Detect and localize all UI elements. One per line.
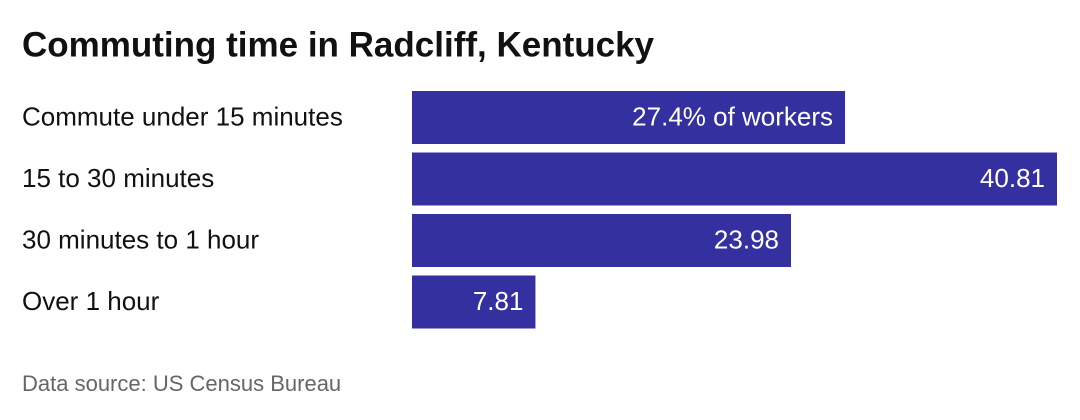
category-label: Commute under 15 minutes — [22, 101, 343, 131]
category-label: 30 minutes to 1 hour — [22, 224, 259, 254]
value-label: 23.98 — [714, 224, 779, 254]
chart-title: Commuting time in Radcliff, Kentucky — [22, 25, 655, 64]
bar — [412, 152, 1057, 206]
value-label: 27.4% of workers — [632, 101, 833, 131]
value-label: 40.81 — [980, 163, 1045, 193]
source-note: Data source: US Census Bureau — [22, 371, 341, 396]
category-label: Over 1 hour — [22, 286, 160, 316]
bar — [412, 91, 846, 144]
category-label: 15 to 30 minutes — [22, 163, 214, 193]
bar — [412, 214, 792, 267]
bar — [412, 275, 536, 329]
value-label: 7.81 — [473, 286, 524, 316]
